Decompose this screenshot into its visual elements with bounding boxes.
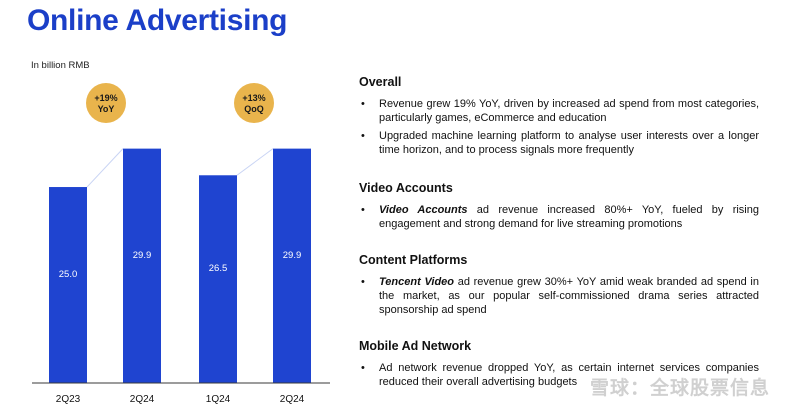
bar-value-label: 26.5: [209, 263, 228, 274]
growth-badge-period: QoQ: [244, 104, 264, 114]
growth-badge-value: +19%: [94, 93, 117, 103]
bullet-content-lead: Tencent Video: [379, 276, 455, 288]
section-mobile-ad-network: Mobile Ad Network Ad network revenue dro…: [359, 339, 759, 393]
growth-badge-value: +13%: [242, 93, 265, 103]
bar-value-label: 29.9: [283, 250, 302, 261]
bar-chart: 25.0 2Q23 29.9 2Q24 26.5 1Q24 29.9 2Q24 +19%YoY +…: [32, 83, 330, 405]
bullet-overall-2: Upgraded machine learning platform to an…: [359, 129, 759, 157]
bullet-overall-1: Revenue grew 19% YoY, driven by increase…: [359, 97, 759, 125]
section-heading-mobile: Mobile Ad Network: [359, 339, 472, 353]
bullet-content-rest: ad revenue grew 30%+ YoY amid weak brand…: [379, 276, 759, 316]
bar-1q24: [199, 175, 237, 383]
x-tick-label: 2Q24: [130, 394, 155, 405]
growth-badge: [234, 83, 274, 123]
bar-2q23: [49, 187, 87, 383]
x-tick-label: 2Q23: [56, 394, 81, 405]
bullet-video-lead: Video Accounts: [379, 204, 468, 216]
x-tick-label: 1Q24: [206, 394, 231, 405]
bullet-content-1: Tencent Video ad revenue grew 30%+ YoY a…: [359, 275, 759, 317]
section-heading-overall: Overall: [359, 75, 402, 89]
growth-badge-period: YoY: [98, 104, 115, 114]
unit-label: In billion RMB: [31, 60, 90, 71]
bullet-video-1: Video Accounts ad revenue increased 80%+…: [359, 203, 759, 231]
x-tick-label: 2Q24: [280, 394, 305, 405]
connector-line-1: [86, 148, 124, 188]
section-heading-video: Video Accounts: [359, 181, 453, 195]
section-heading-content: Content Platforms: [359, 253, 468, 267]
growth-badge: [86, 83, 126, 123]
bullet-mobile-1: Ad network revenue dropped YoY, as certa…: [359, 361, 759, 389]
bullet-video-rest: ad revenue increased 80%+ YoY, fueled by…: [379, 204, 759, 230]
bar-2q24: [273, 148, 311, 383]
bar-value-label: 29.9: [133, 250, 152, 261]
watermark: 雪球：全球股票信息: [590, 378, 771, 399]
page-title: Online Advertising: [27, 4, 288, 37]
bar-2q24: [123, 148, 161, 383]
section-overall: Overall Revenue grew 19% YoY, driven by …: [359, 75, 759, 161]
bar-value-label: 25.0: [59, 269, 78, 280]
connector-line-2: [236, 148, 274, 176]
section-video-accounts: Video Accounts Video Accounts ad revenue…: [359, 181, 759, 235]
section-content-platforms: Content Platforms Tencent Video ad reven…: [359, 253, 759, 321]
